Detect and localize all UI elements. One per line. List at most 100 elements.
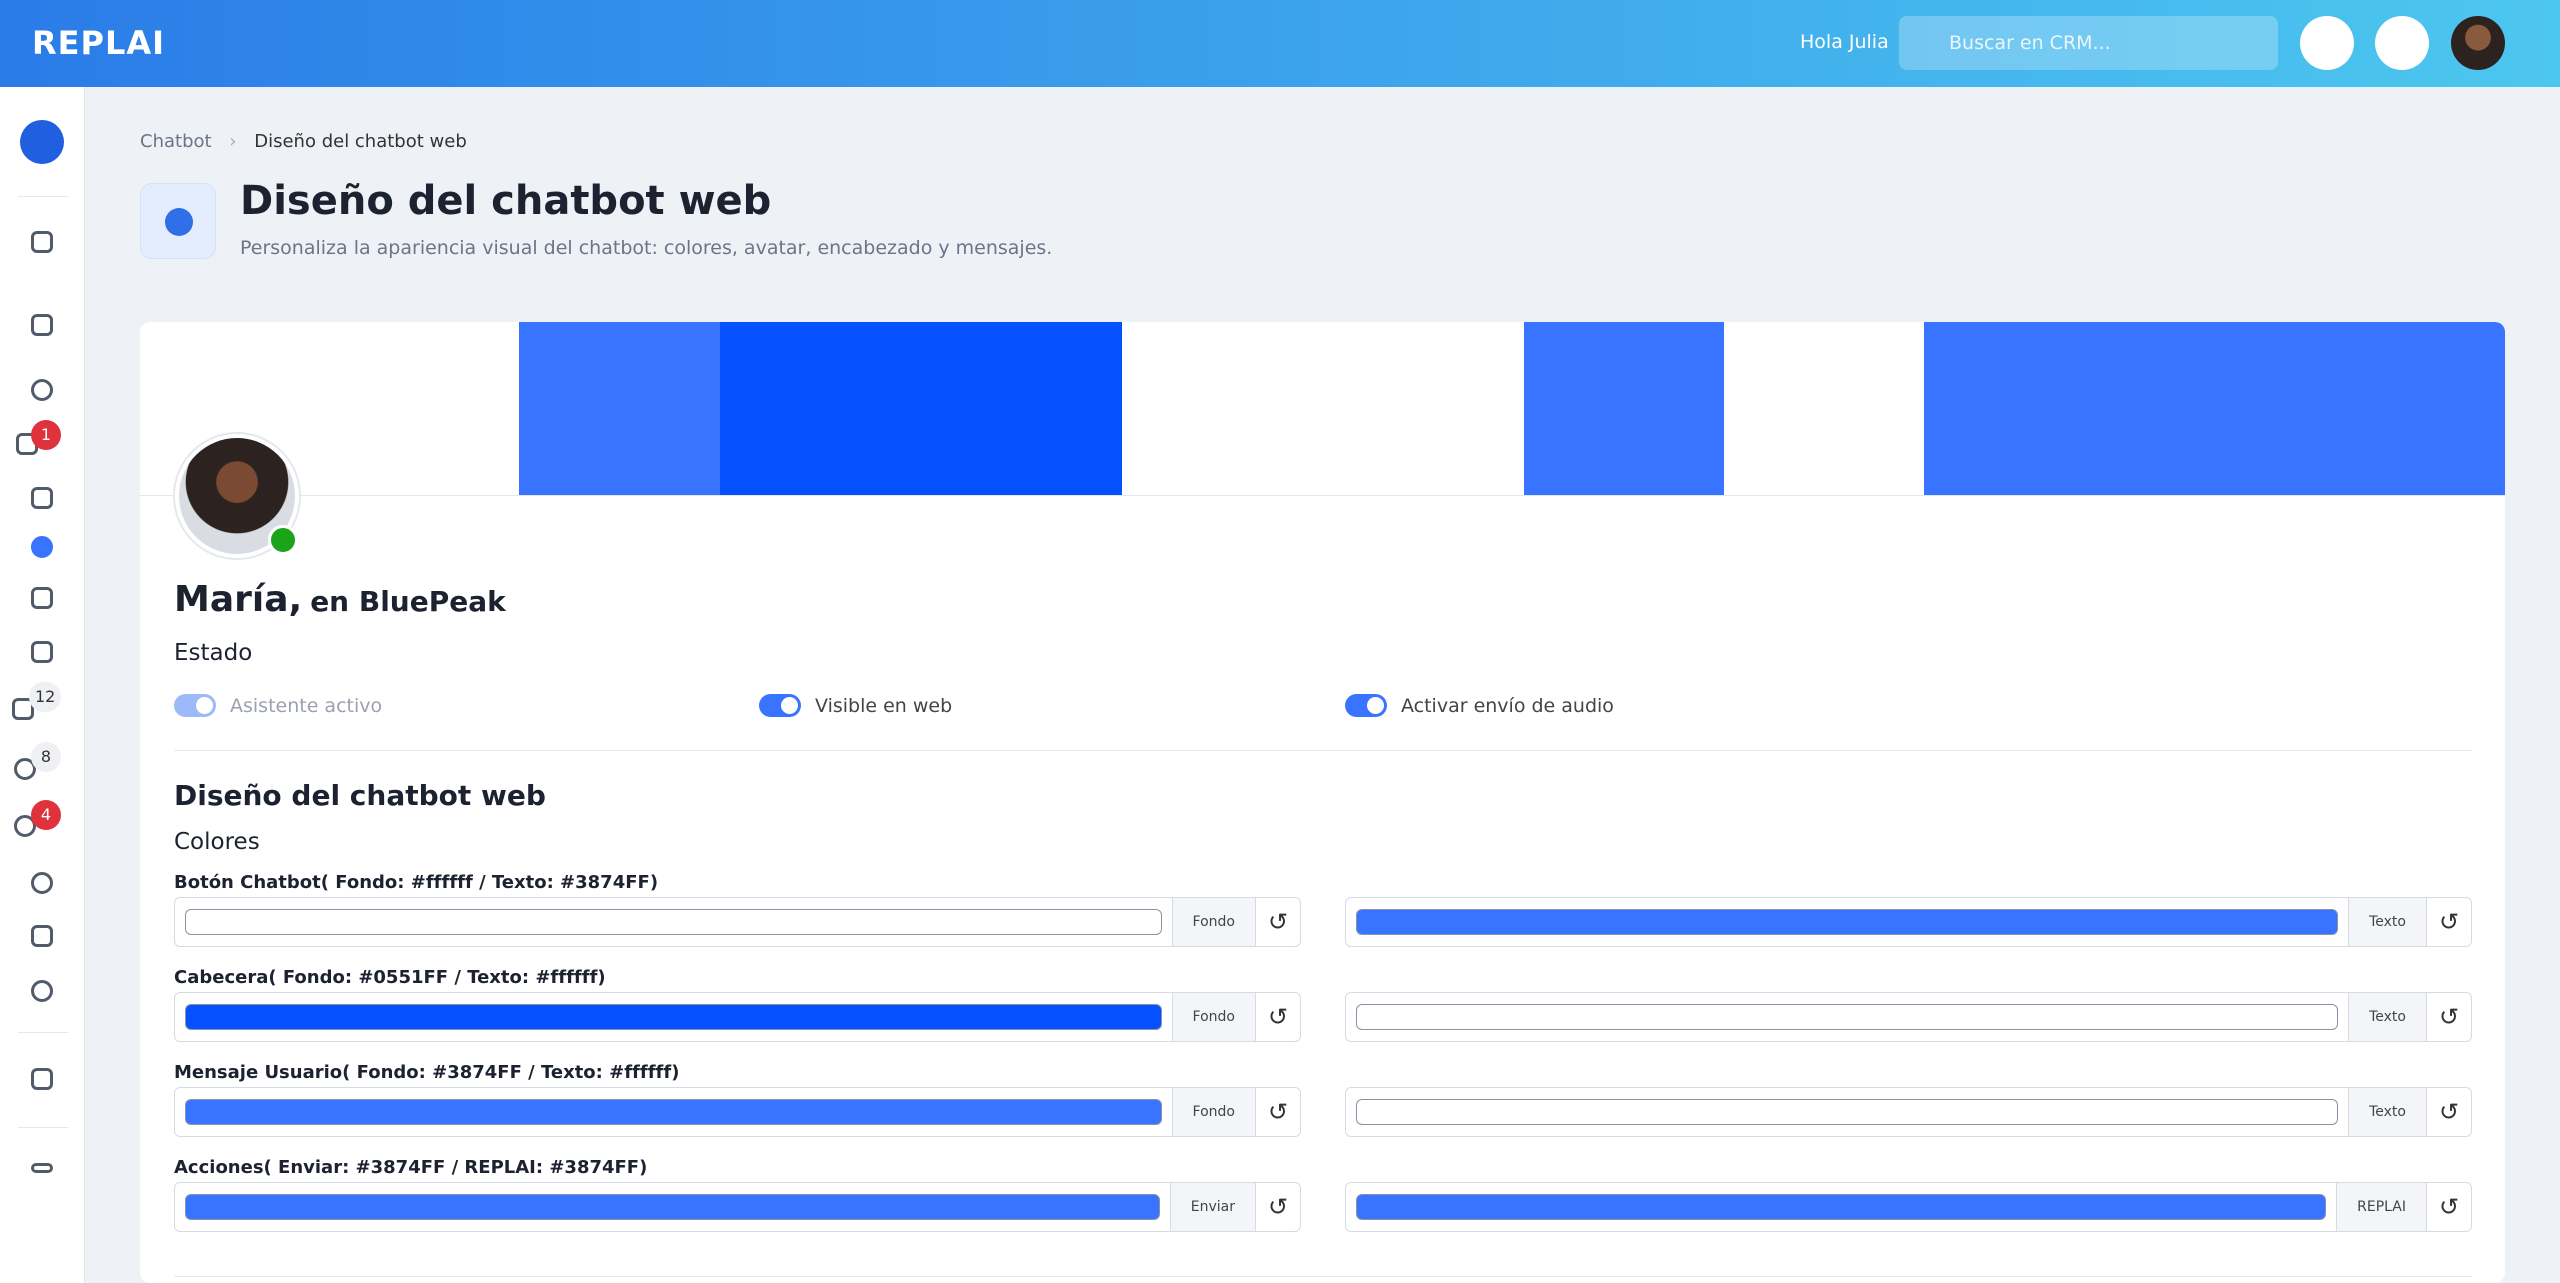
hint: ( Fondo: #3874FF / Texto: #ffffff) [342,1062,680,1083]
online-indicator [268,525,298,555]
input-group: Enviar ↺ [174,1182,1301,1232]
color-input[interactable] [185,1099,1162,1125]
input-group: Fondo ↺ [174,1087,1301,1137]
banner-stripe [519,322,720,495]
reset-button[interactable]: ↺ [1255,898,1300,946]
banner-stripe [1924,322,2505,495]
banner-stripe [1524,322,1724,495]
reset-button[interactable]: ↺ [1255,1183,1300,1231]
divider [18,1127,68,1128]
color-input[interactable] [185,909,1162,935]
color-input[interactable] [185,1004,1162,1030]
toggle: Activar envío de audio [1345,694,1614,717]
addon-label: Fondo [1171,993,1255,1041]
divider [174,1276,2472,1277]
section-title: Estado [174,640,253,666]
label: Acciones [174,1157,264,1178]
nav-icon[interactable] [31,641,53,663]
divider [174,750,2472,751]
banner-stripe [720,322,1122,495]
nav-icon[interactable] [31,872,53,894]
toggle-label: Activar envío de audio [1401,694,1614,717]
page-title: Diseño del chatbot web [240,178,772,224]
label: Mensaje Usuario [174,1062,343,1083]
nav-icon-active[interactable] [31,536,53,558]
label: Cabecera [174,967,269,988]
color-input[interactable] [1356,909,2339,935]
field-label: Mensaje Usuario( Fondo: #3874FF / Texto:… [174,1062,679,1083]
input-group: Texto ↺ [1345,1087,2472,1137]
addon-label: Enviar [1169,1183,1255,1231]
section-subtitle: Colores [174,829,260,855]
reset-button[interactable]: ↺ [1255,993,1300,1041]
nav-icon[interactable] [31,1068,53,1090]
color-input[interactable] [1356,1194,2327,1220]
greeting: Hola Julia [1800,31,1889,53]
toggle: Asistente activo [174,694,382,717]
input-group: Fondo ↺ [174,992,1301,1042]
section-title: Diseño del chatbot web [174,779,546,812]
switch [174,694,216,717]
brand-icon[interactable] [20,120,64,164]
nav-icon[interactable] [31,1163,53,1173]
breadcrumb-link[interactable]: Chatbot [140,131,212,152]
nav-icon[interactable] [14,758,36,780]
color-input[interactable] [1356,1004,2339,1030]
badge: 4 [31,800,61,830]
field-label: Cabecera( Fondo: #0551FF / Texto: #fffff… [174,967,606,988]
input-group: Texto ↺ [1345,897,2472,947]
addon-label: Fondo [1171,898,1255,946]
sidebar: 1 12 8 4 [0,87,85,1283]
switch[interactable] [1345,694,1387,717]
reset-button[interactable]: ↺ [2426,993,2471,1041]
bot-name: María, en BluePeak [174,579,506,620]
tasks-button[interactable] [2300,16,2354,70]
breadcrumb-current: Diseño del chatbot web [254,131,467,152]
toggle: Visible en web [759,694,952,717]
badge: 1 [31,420,61,450]
notifications-button[interactable] [2375,16,2429,70]
separator: › [229,131,237,152]
addon-label: Texto [2348,993,2426,1041]
nav-icon[interactable] [31,314,53,336]
toggle-label: Asistente activo [230,694,383,717]
name: María, [174,579,303,620]
nav-icon[interactable] [31,487,53,509]
reset-button[interactable]: ↺ [2426,898,2471,946]
addon-label: Texto [2348,1088,2426,1136]
nav-icon[interactable] [31,980,53,1002]
addon-label: Texto [2348,898,2426,946]
company: en BluePeak [310,585,506,618]
nav-icon[interactable] [12,698,34,720]
reset-button[interactable]: ↺ [1255,1088,1300,1136]
page-subtitle: Personaliza la apariencia visual del cha… [240,237,1053,259]
divider [18,196,68,197]
input-group: Texto ↺ [1345,992,2472,1042]
field-label: Acciones( Enviar: #3874FF / REPLAI: #387… [174,1157,647,1178]
divider [140,495,2505,496]
input-group: REPLAI ↺ [1345,1182,2472,1232]
breadcrumb: Chatbot › Diseño del chatbot web [140,131,467,152]
color-input[interactable] [1356,1099,2339,1125]
nav-icon[interactable] [31,587,53,609]
reset-button[interactable]: ↺ [2426,1183,2471,1231]
addon-label: REPLAI [2336,1183,2426,1231]
field-label: Botón Chatbot( Fondo: #ffffff / Texto: #… [174,872,658,893]
top-bar: REPLAI Hola Julia Buscar en CRM... [0,0,2560,87]
nav-icon[interactable] [31,379,53,401]
badge: 12 [29,682,62,712]
input-group: Fondo ↺ [174,897,1301,947]
hint: ( Enviar: #3874FF / REPLAI: #3874FF) [263,1157,648,1178]
user-avatar[interactable] [2451,16,2505,70]
nav-icon[interactable] [31,231,53,253]
logo[interactable]: REPLAI [32,24,166,62]
reset-button[interactable]: ↺ [2426,1088,2471,1136]
nav-icon[interactable] [14,815,36,837]
color-input[interactable] [185,1194,1160,1220]
addon-label: Fondo [1171,1088,1255,1136]
switch[interactable] [759,694,801,717]
badge: 8 [31,742,61,772]
nav-icon[interactable] [31,925,53,947]
search-box[interactable]: Buscar en CRM... [1899,16,2278,70]
